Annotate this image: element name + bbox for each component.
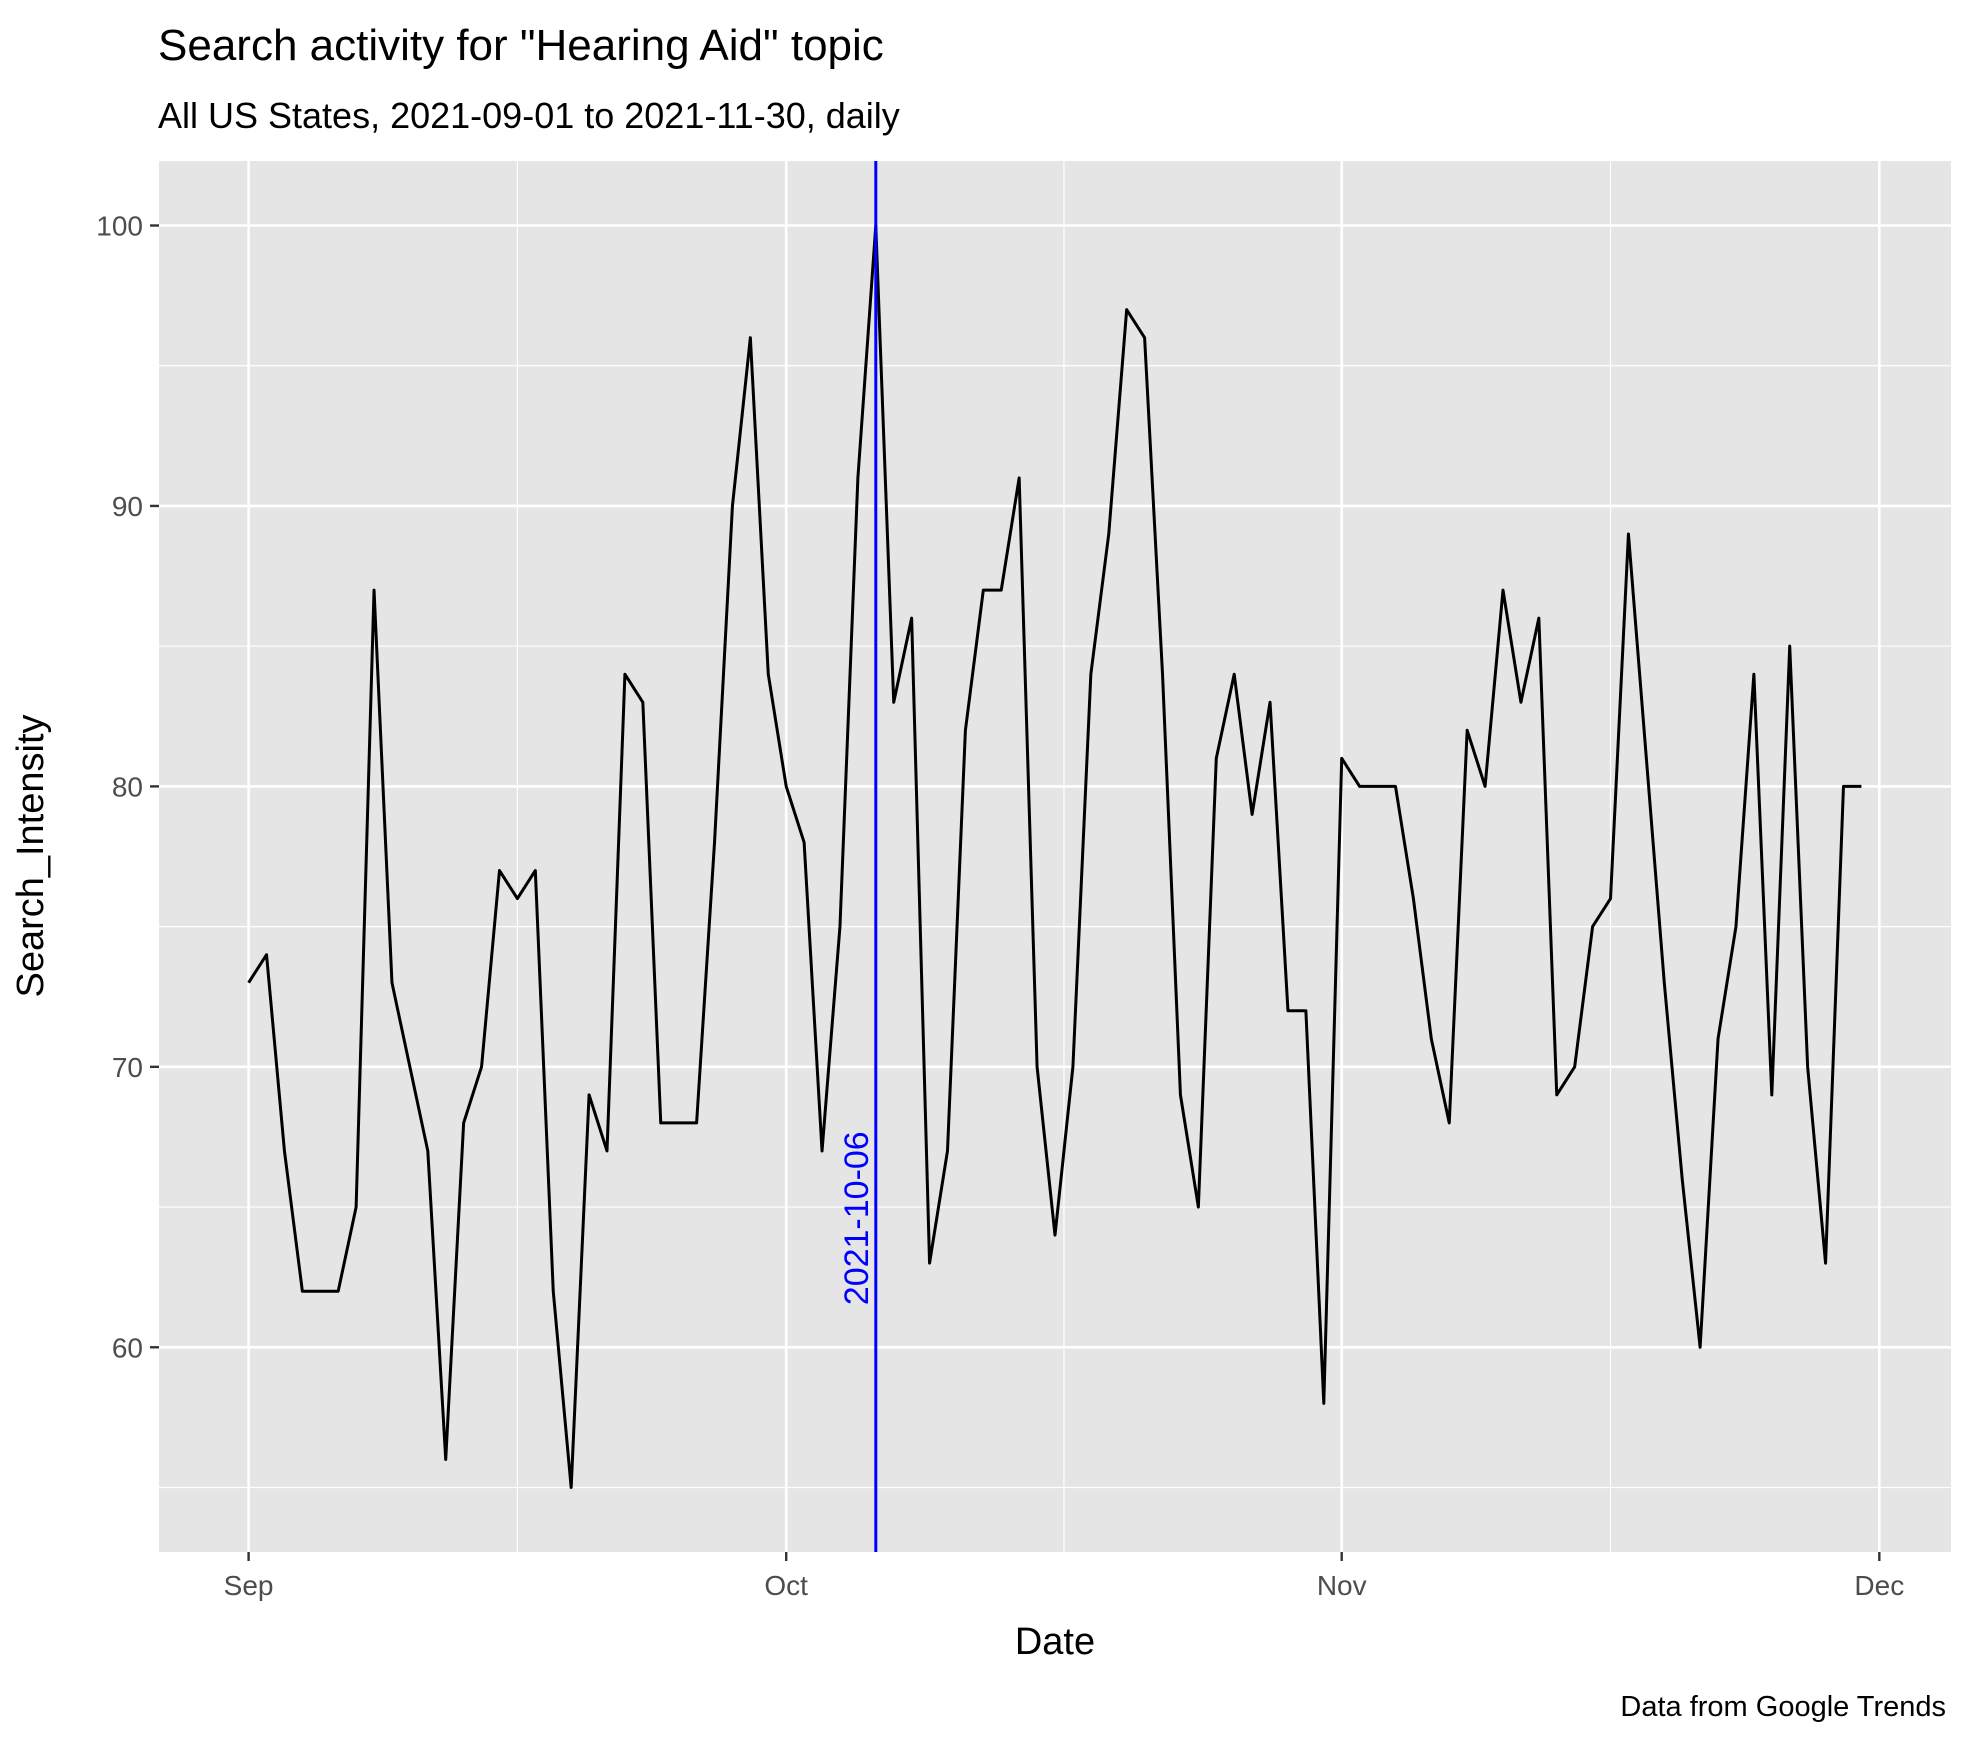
x-tick-label: Dec bbox=[1854, 1570, 1904, 1601]
y-tick-label: 90 bbox=[112, 491, 143, 522]
chart-caption: Data from Google Trends bbox=[1620, 1691, 1946, 1723]
x-tick-label: Sep bbox=[224, 1570, 274, 1601]
x-axis-title: Date bbox=[1015, 1621, 1095, 1663]
x-tick-label: Oct bbox=[764, 1570, 808, 1601]
major-gridlines bbox=[159, 161, 1951, 1552]
x-tick-label: Nov bbox=[1317, 1570, 1367, 1601]
y-axis: 60 70 80 90 100 bbox=[96, 211, 159, 1363]
chart-title: Search activity for "Hearing Aid" topic bbox=[158, 21, 884, 70]
y-tick-label: 100 bbox=[96, 211, 143, 242]
series-line bbox=[247, 224, 1862, 1489]
y-tick-label: 80 bbox=[112, 771, 143, 802]
y-tick-label: 70 bbox=[112, 1052, 143, 1083]
annotation-label: 2021-10-06 bbox=[838, 1131, 876, 1305]
x-axis: Sep Oct Nov Dec bbox=[224, 1552, 1904, 1601]
y-tick-label: 60 bbox=[112, 1332, 143, 1363]
y-axis-title: Search_Intensity bbox=[10, 714, 52, 997]
chart-subtitle: All US States, 2021-09-01 to 2021-11-30,… bbox=[158, 95, 900, 136]
plot-panel bbox=[159, 161, 1951, 1552]
